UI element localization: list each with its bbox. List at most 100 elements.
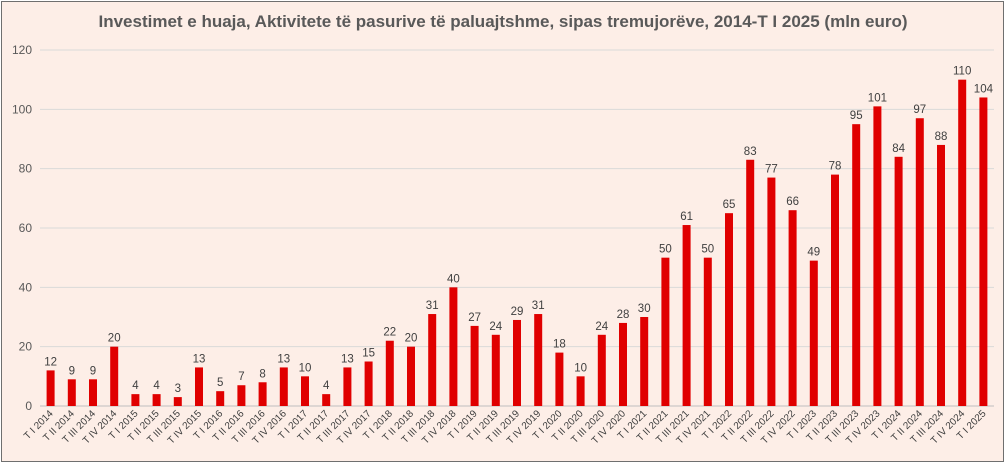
bar: [407, 346, 415, 406]
data-label: 104: [974, 83, 994, 95]
bar: [67, 379, 76, 406]
data-label: 3: [175, 383, 181, 395]
bar: [894, 156, 903, 406]
data-label: 65: [723, 199, 736, 211]
data-label: 83: [744, 146, 757, 158]
data-label: 24: [489, 321, 502, 333]
bar: [195, 367, 203, 406]
y-tick-label: 80: [19, 162, 33, 176]
bar: [809, 260, 818, 406]
bar: [661, 257, 670, 406]
bar: [958, 79, 967, 407]
data-label: 78: [829, 161, 842, 173]
y-tick-label: 120: [12, 43, 32, 57]
bars: [46, 79, 988, 407]
bar: [703, 257, 712, 406]
bar: [640, 317, 649, 406]
data-label: 77: [765, 164, 778, 176]
data-label: 31: [532, 300, 545, 312]
data-label: 15: [362, 348, 375, 360]
bar: [682, 225, 691, 406]
data-label: 50: [659, 244, 672, 256]
data-label: 8: [259, 368, 265, 380]
y-tick-label: 60: [19, 221, 33, 235]
bar: [46, 370, 55, 406]
bar: [216, 391, 225, 406]
bar: [152, 394, 161, 406]
data-label: 4: [323, 380, 330, 392]
bar: [513, 319, 521, 406]
data-label: 4: [153, 380, 160, 392]
data-label: 95: [850, 110, 863, 122]
bar: [915, 118, 924, 406]
data-label: 49: [807, 247, 820, 259]
data-label: 84: [892, 143, 905, 155]
bar: [343, 367, 352, 406]
data-label: 97: [913, 104, 926, 116]
bar: [301, 376, 309, 406]
data-label: 101: [868, 92, 887, 104]
y-tick-label: 40: [19, 280, 33, 294]
y-tick-label: 100: [12, 102, 32, 116]
bar: [491, 334, 500, 406]
bar: [385, 340, 394, 406]
data-label: 24: [595, 321, 608, 333]
chart-title: Investimet e huaja, Aktivitete të pasuri…: [98, 12, 907, 31]
bar: [364, 361, 373, 406]
data-label: 20: [108, 333, 121, 345]
data-label: 50: [701, 244, 714, 256]
bar: [89, 379, 97, 406]
bar: [470, 325, 479, 406]
data-label: 110: [953, 66, 971, 78]
data-label: 10: [574, 362, 587, 374]
data-label: 66: [786, 196, 799, 208]
bar: [279, 367, 288, 406]
bar: [788, 210, 797, 406]
data-label: 30: [638, 303, 651, 315]
bar: [767, 177, 776, 406]
bar: [619, 322, 627, 406]
data-label: 20: [405, 333, 418, 345]
data-label: 40: [447, 273, 460, 285]
data-label: 10: [299, 362, 312, 374]
y-axis-ticks: 0 20 40 60 80 100 120: [12, 43, 32, 413]
data-label: 13: [341, 353, 354, 365]
data-label: 27: [468, 312, 481, 324]
bar: [597, 334, 606, 406]
data-label: 4: [132, 380, 139, 392]
bar: [428, 314, 437, 406]
bar: [237, 385, 246, 406]
data-label: 9: [90, 365, 96, 377]
data-label: 18: [553, 339, 566, 351]
data-label: 28: [617, 309, 630, 321]
bar: [725, 213, 733, 406]
data-label: 12: [44, 356, 57, 368]
bar: [534, 314, 543, 406]
y-tick-label: 0: [25, 399, 32, 413]
bar: [979, 97, 988, 406]
data-label: 31: [426, 300, 439, 312]
data-label: 9: [69, 365, 75, 377]
bar: [131, 394, 140, 406]
bar: [873, 106, 882, 406]
bar: [746, 159, 755, 406]
data-label: 29: [511, 306, 524, 318]
data-label: 88: [935, 131, 948, 143]
data-label: 5: [217, 377, 223, 389]
data-label: 22: [383, 327, 396, 339]
bar: [937, 144, 945, 406]
bar: [449, 287, 458, 406]
data-label: 13: [193, 353, 206, 365]
bar: [555, 352, 564, 406]
y-tick-label: 20: [19, 340, 33, 354]
bar: [173, 397, 182, 406]
bar: [852, 124, 861, 407]
bar: [322, 394, 331, 406]
data-label: 13: [277, 353, 290, 365]
bar: [258, 382, 267, 406]
data-label: 61: [680, 211, 693, 223]
bar: [576, 376, 585, 406]
